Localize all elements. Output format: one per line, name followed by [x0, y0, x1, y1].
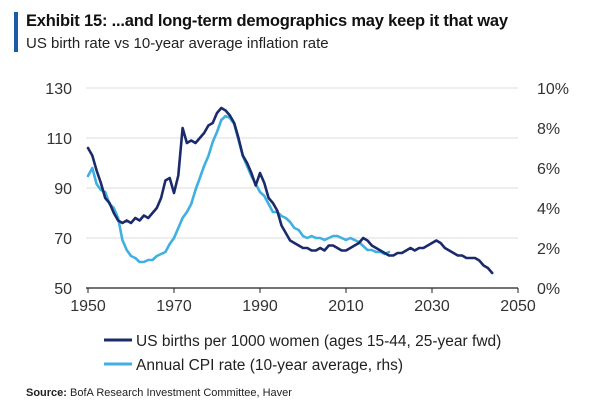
source-text: BofA Research Investment Committee, Have… — [70, 387, 292, 399]
x-tick-label: 1970 — [156, 298, 192, 315]
y-right-tick-label: 2% — [537, 241, 560, 258]
y-right-tick-label: 0% — [537, 281, 560, 298]
x-tick-label: 1990 — [242, 298, 278, 315]
x-tick-label: 2030 — [414, 298, 450, 315]
title-accent-bar — [14, 12, 18, 52]
y-right-tick-label: 10% — [537, 81, 569, 98]
y-left-tick-label: 50 — [54, 281, 72, 298]
y-left-tick-label: 130 — [45, 81, 72, 98]
tick-labels: 50 70 90 110 130 0% 2% 4% 6% 8% 10% 1950 1970 1990 201… — [45, 81, 569, 315]
chart-subtitle: US birth rate vs 10-year average inflati… — [26, 35, 329, 52]
x-tick-label: 2010 — [328, 298, 364, 315]
source-label: Source: — [26, 387, 67, 399]
source-note: Source: BofA Research Investment Committ… — [26, 387, 292, 399]
series-line-births — [86, 106, 494, 275]
x-tick-label: 2050 — [500, 298, 536, 315]
series-lines — [86, 106, 494, 275]
legend-label-cpi: Annual CPI rate (10-year average, rhs) — [136, 357, 403, 374]
legend: US births per 1000 women (ages 15-44, 25… — [104, 333, 501, 374]
legend-label-births: US births per 1000 women (ages 15-44, 25… — [136, 333, 501, 350]
y-left-tick-label: 70 — [54, 231, 72, 248]
chart-title: Exhibit 15: ...and long-term demographic… — [26, 12, 508, 30]
gridlines — [86, 87, 518, 289]
y-left-tick-label: 110 — [46, 131, 72, 148]
y-right-tick-label: 6% — [537, 161, 560, 178]
y-right-tick-label: 4% — [537, 201, 560, 218]
y-right-tick-label: 8% — [537, 121, 560, 138]
x-tick-label: 1950 — [70, 298, 106, 315]
y-left-tick-label: 90 — [54, 181, 72, 198]
